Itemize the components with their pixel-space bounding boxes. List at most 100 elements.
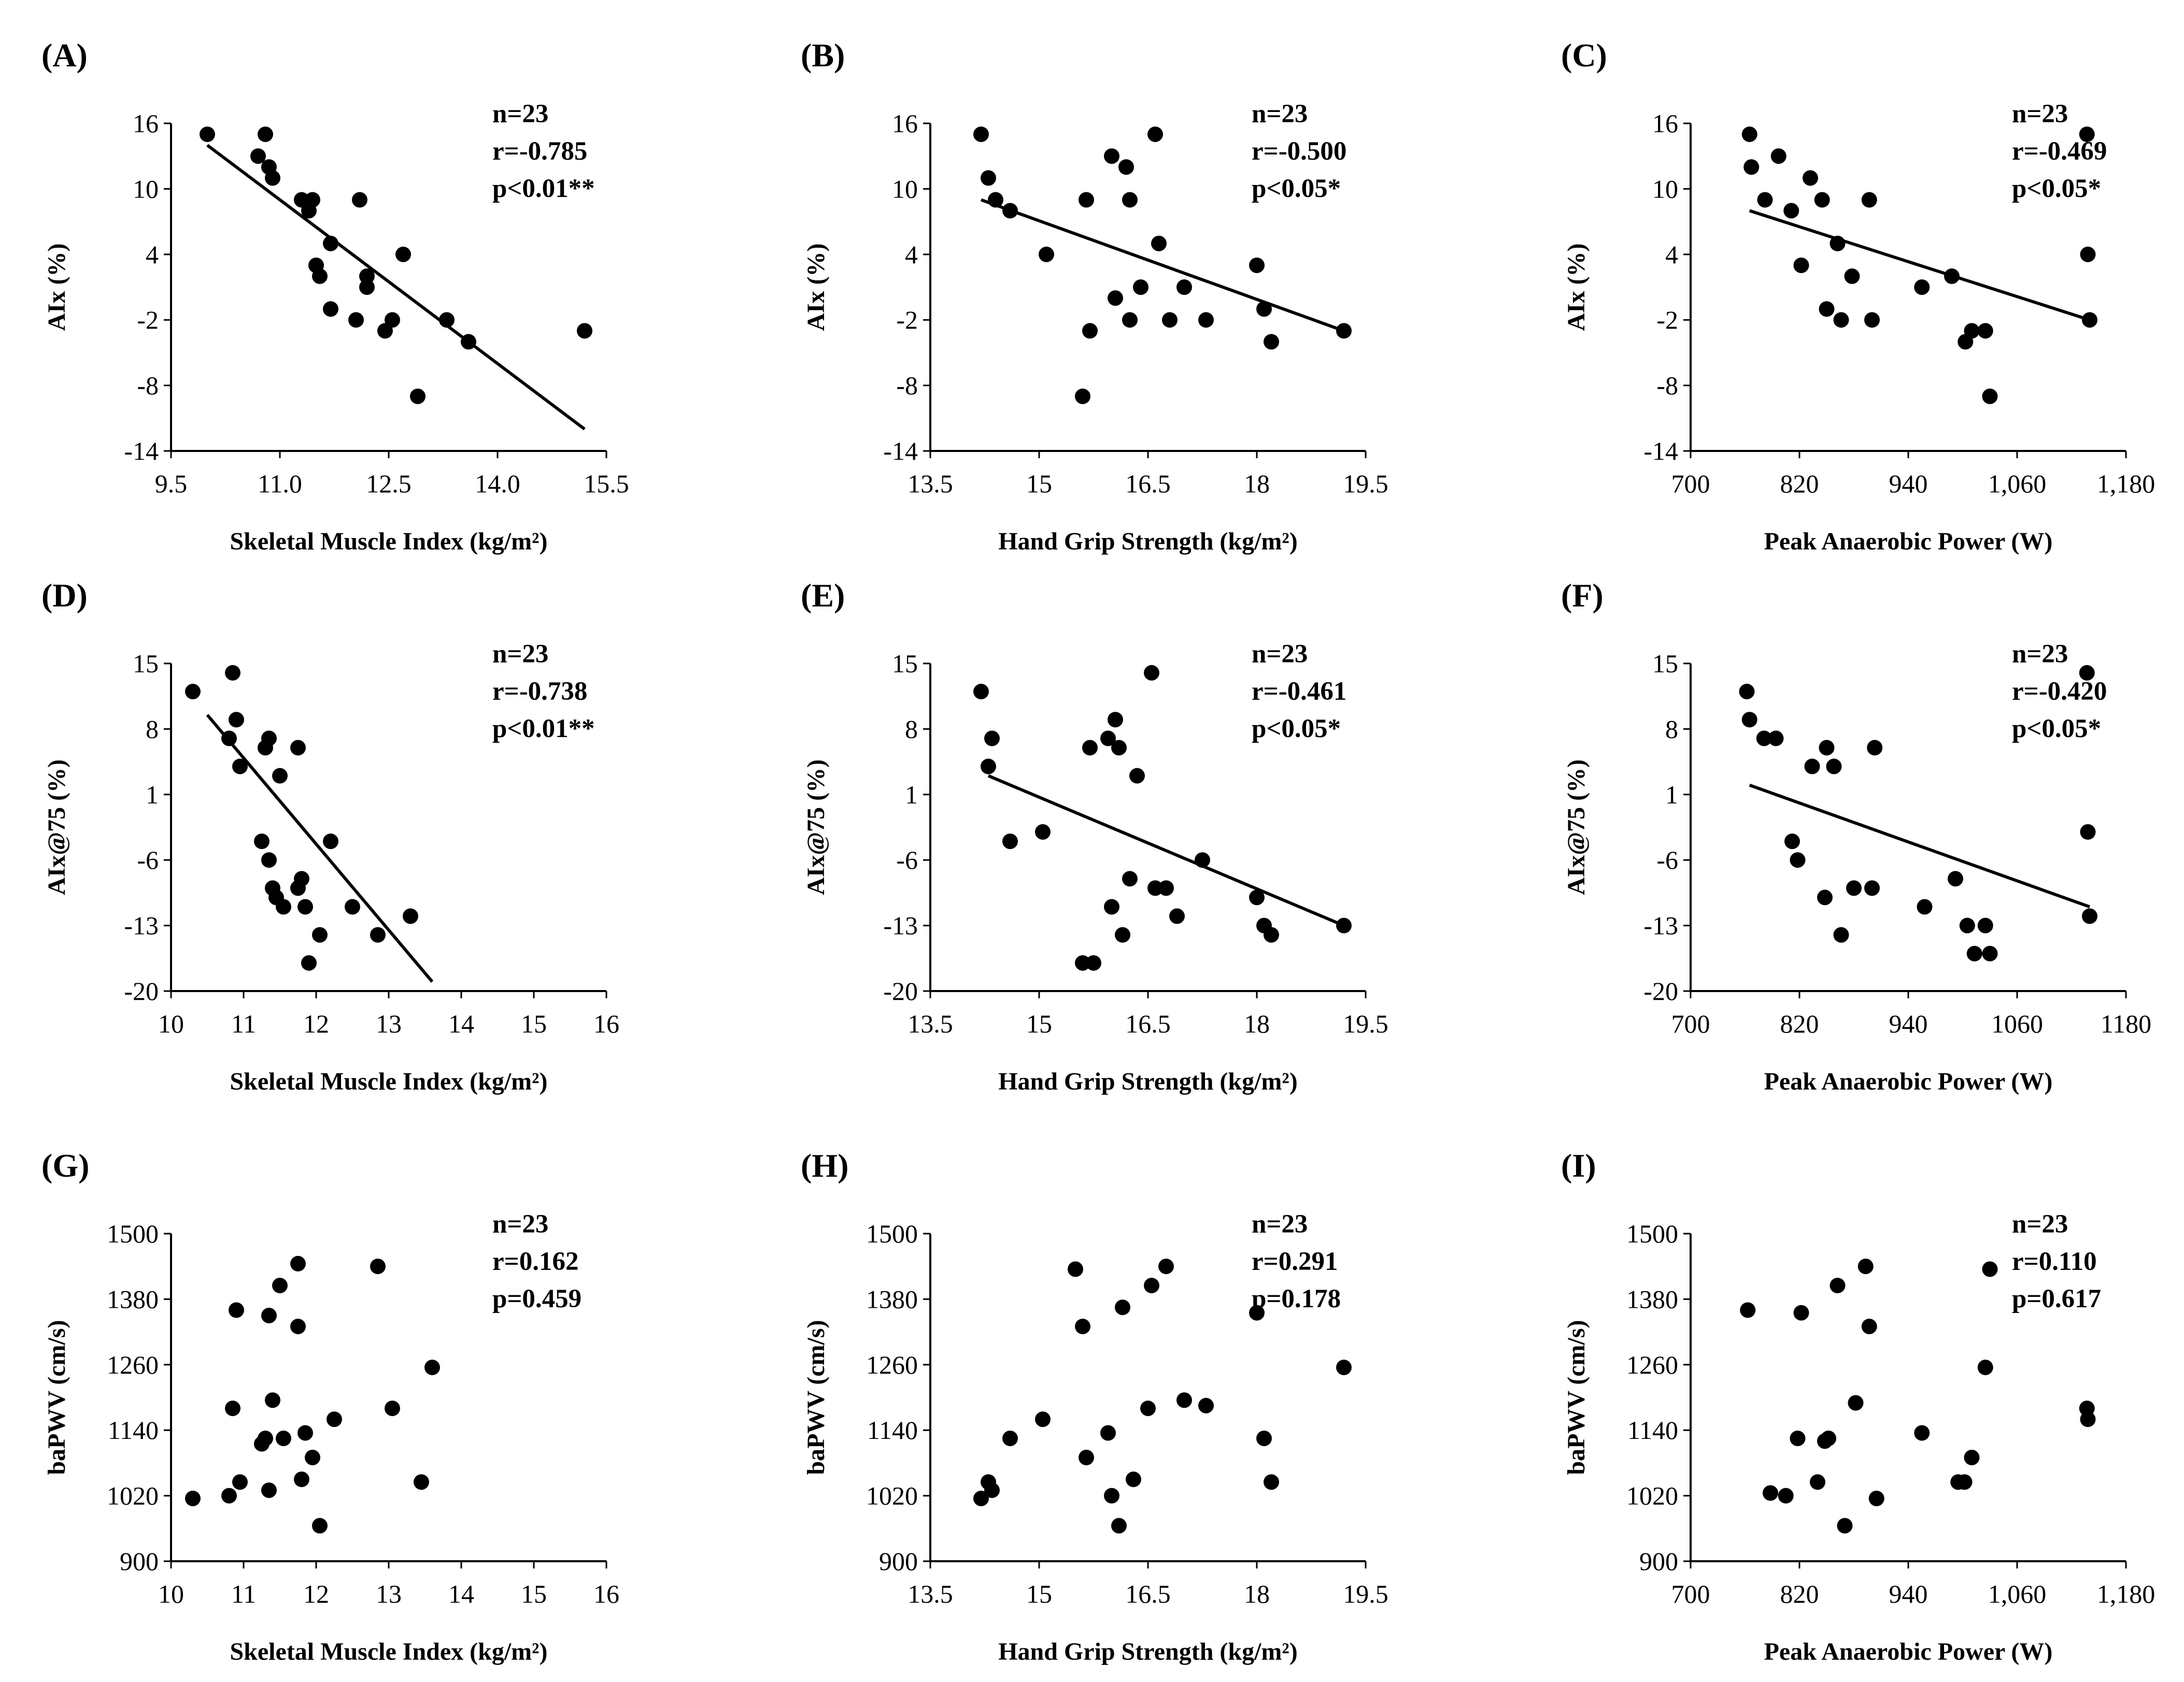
data-point <box>1198 1397 1214 1414</box>
data-point <box>370 1259 386 1275</box>
stats-line: p=0.178 <box>1252 1284 1341 1313</box>
panel-label: (F) <box>1561 577 1604 614</box>
stats-line: n=23 <box>2012 1210 2068 1239</box>
data-point <box>1857 1259 1874 1275</box>
data-point <box>1790 852 1806 868</box>
x-tick-label: 19.5 <box>1343 469 1388 498</box>
data-point <box>1793 257 1809 273</box>
data-point <box>2080 824 2096 840</box>
y-tick-label: 1140 <box>867 1416 918 1445</box>
data-point <box>345 899 360 915</box>
regression-line <box>1749 783 2091 909</box>
data-point <box>1867 740 1883 756</box>
data-point <box>305 192 320 208</box>
regression-line <box>1749 209 2090 322</box>
data-point <box>1115 927 1130 943</box>
data-point <box>301 955 317 971</box>
y-tick-label: 1500 <box>866 1219 918 1248</box>
y-tick-label: -8 <box>896 371 918 400</box>
stats-line: n=23 <box>1252 640 1308 669</box>
y-tick-label: 1 <box>146 780 159 809</box>
data-point <box>1830 235 1846 251</box>
y-tick-label: -6 <box>137 845 159 874</box>
data-point <box>1982 388 1998 404</box>
x-tick-label: 13 <box>376 1009 402 1038</box>
x-axis-label: Hand Grip Strength (kg/m²) <box>998 528 1298 555</box>
data-point <box>359 279 375 295</box>
data-point <box>1778 1488 1794 1504</box>
x-axis-label: Hand Grip Strength (kg/m²) <box>998 1638 1298 1665</box>
x-tick-label: 9.5 <box>155 469 188 498</box>
data-point <box>1336 1360 1352 1376</box>
x-tick-label: 1,180 <box>2097 1579 2155 1608</box>
data-point <box>577 323 592 339</box>
data-point <box>323 301 338 317</box>
data-point <box>1861 192 1877 208</box>
y-tick-label: -8 <box>137 371 159 400</box>
data-point <box>1002 833 1018 850</box>
y-tick-label: 8 <box>905 714 918 743</box>
y-tick-label: -2 <box>896 305 918 334</box>
data-point <box>1819 301 1835 317</box>
data-point <box>414 1474 429 1490</box>
data-point <box>1861 1319 1877 1335</box>
data-point <box>229 1302 244 1318</box>
data-point <box>1104 899 1119 915</box>
stats-line: n=23 <box>2012 640 2068 669</box>
data-point <box>1115 1299 1130 1316</box>
data-point <box>327 1411 342 1427</box>
data-point <box>395 246 411 262</box>
y-tick-label: 16 <box>1652 109 1678 138</box>
data-point <box>1035 824 1051 840</box>
panel-label: (D) <box>41 577 88 614</box>
regression-line <box>980 198 1345 333</box>
panel-label: (C) <box>1561 37 1607 74</box>
data-point <box>225 665 240 681</box>
data-point <box>221 730 237 746</box>
data-point <box>232 1474 248 1490</box>
data-point <box>424 1360 440 1376</box>
data-point <box>352 192 367 208</box>
data-point <box>1039 246 1054 262</box>
y-axis-label: AIx (%) <box>802 243 830 331</box>
data-point <box>1002 203 1018 219</box>
y-axis-label: AIx@75 (%) <box>1563 759 1590 895</box>
x-tick-label: 700 <box>1671 469 1710 498</box>
y-tick-label: 1260 <box>1626 1350 1678 1379</box>
data-point <box>1826 758 1842 774</box>
data-point <box>1256 301 1272 317</box>
stats-line: n=23 <box>2012 100 2068 129</box>
x-tick-label: 11 <box>231 1579 256 1608</box>
data-point <box>225 1401 240 1417</box>
data-point <box>359 268 375 284</box>
stats-line: r=-0.738 <box>492 677 587 706</box>
y-axis-label: baPWV (cm/s) <box>1563 1320 1590 1475</box>
data-point <box>2080 1411 2096 1427</box>
x-tick-label: 13 <box>376 1579 402 1608</box>
x-tick-label: 15 <box>1026 469 1052 498</box>
data-point <box>1126 1472 1141 1487</box>
y-tick-label: 10 <box>133 174 159 203</box>
data-point <box>1837 1518 1853 1534</box>
data-point <box>461 334 476 350</box>
data-point <box>1144 665 1159 681</box>
data-point <box>294 1472 309 1487</box>
data-point <box>1784 833 1800 850</box>
data-point <box>973 684 989 700</box>
data-point <box>1264 1474 1279 1490</box>
y-axis-label: AIx@75 (%) <box>43 759 70 895</box>
data-point <box>2079 126 2095 143</box>
data-point <box>1122 192 1138 208</box>
x-tick-label: 15 <box>1026 1009 1052 1038</box>
data-point <box>1763 1485 1778 1501</box>
data-point <box>1198 312 1214 328</box>
data-point <box>1169 908 1185 924</box>
x-tick-label: 13.5 <box>907 1579 953 1608</box>
data-point <box>290 1319 306 1335</box>
y-tick-label: 1020 <box>1626 1481 1678 1510</box>
data-point <box>261 730 277 746</box>
x-tick-label: 16.5 <box>1125 1579 1171 1608</box>
data-point <box>312 1518 328 1534</box>
data-point <box>1158 880 1174 896</box>
chart-panel-7: (G) 1500 1380 1260 1140 1020 900 10 11 12 13 14 15 16… <box>41 1147 619 1665</box>
